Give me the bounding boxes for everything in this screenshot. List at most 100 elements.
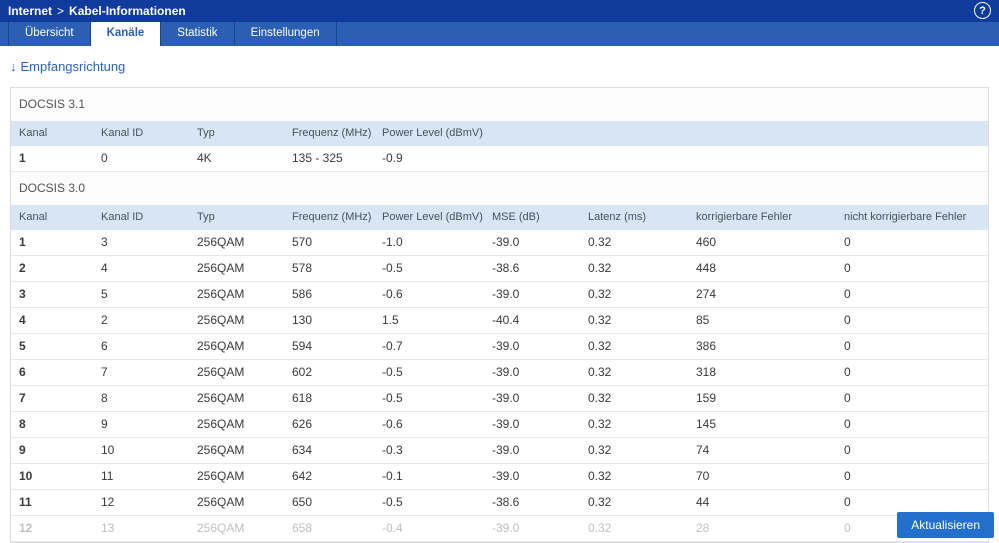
table-cell: 0 xyxy=(836,437,988,464)
table-cell: -39.0 xyxy=(484,437,580,464)
docsis30-table: Kanal Kanal ID Typ Frequenz (MHz) Power … xyxy=(11,205,988,542)
table-cell: 0.32 xyxy=(580,489,688,516)
table-cell: 6 xyxy=(11,359,93,386)
table-cell: 5 xyxy=(93,281,189,308)
table-cell: 256QAM xyxy=(189,230,284,256)
table-cell: 0 xyxy=(836,230,988,256)
breadcrumb-separator-icon: > xyxy=(57,4,65,18)
table-row: 1 3 256QAM 570 -1.0 -39.0 0.32 460 0 xyxy=(11,230,988,256)
refresh-button[interactable]: Aktualisieren xyxy=(897,512,994,538)
docsis31-table: Kanal Kanal ID Typ Frequenz (MHz) Power … xyxy=(11,121,988,172)
table-cell: 145 xyxy=(688,411,836,438)
table-row: 3 5 256QAM 586 -0.6 -39.0 0.32 274 0 xyxy=(11,281,988,308)
column-header: Kanal ID xyxy=(93,205,189,230)
table-cell: 0 xyxy=(836,463,988,490)
table-cell: -0.3 xyxy=(374,437,484,464)
table-cell: 0.32 xyxy=(580,437,688,464)
table-cell: 658 xyxy=(284,515,374,542)
table-cell: 256QAM xyxy=(189,333,284,360)
table-row: 5 6 256QAM 594 -0.7 -39.0 0.32 386 0 xyxy=(11,333,988,360)
table-cell: 0 xyxy=(836,255,988,282)
table-cell: 0.32 xyxy=(580,255,688,282)
tab-uebersicht[interactable]: Übersicht xyxy=(8,22,91,46)
table-cell: -0.5 xyxy=(374,385,484,412)
breadcrumb-section[interactable]: Internet xyxy=(8,4,53,18)
direction-heading[interactable]: ↓ Empfangsrichtung xyxy=(10,59,989,74)
table-cell: 135 - 325 xyxy=(284,146,374,172)
table-cell: 159 xyxy=(688,385,836,412)
down-arrow-icon: ↓ xyxy=(10,59,17,74)
help-icon[interactable]: ? xyxy=(974,2,991,19)
table-cell: 12 xyxy=(93,489,189,516)
column-header: Kanal ID xyxy=(93,121,189,146)
tab-kanaele[interactable]: Kanäle xyxy=(90,22,162,46)
table-cell: 460 xyxy=(688,230,836,256)
column-header: Frequenz (MHz) xyxy=(284,121,374,146)
table-cell: 0 xyxy=(836,359,988,386)
table-cell: 256QAM xyxy=(189,359,284,386)
table-cell: 0 xyxy=(836,411,988,438)
table-cell: 1.5 xyxy=(374,307,484,334)
column-header: MSE (dB) xyxy=(484,205,580,230)
table-cell: 8 xyxy=(11,411,93,438)
table-row: 6 7 256QAM 602 -0.5 -39.0 0.32 318 0 xyxy=(11,359,988,386)
table-cell: 3 xyxy=(93,230,189,256)
table-cell: -0.1 xyxy=(374,463,484,490)
table-header-row: Kanal Kanal ID Typ Frequenz (MHz) Power … xyxy=(11,121,988,146)
table-cell: -1.0 xyxy=(374,230,484,256)
table-cell: 12 xyxy=(11,515,93,542)
table-cell: 1 xyxy=(11,230,93,256)
table-cell: -0.5 xyxy=(374,489,484,516)
table-cell: -38.6 xyxy=(484,489,580,516)
direction-title: Empfangsrichtung xyxy=(20,59,126,74)
table-cell: 0.32 xyxy=(580,463,688,490)
table-row: 4 2 256QAM 130 1.5 -40.4 0.32 85 0 xyxy=(11,307,988,334)
table-cell: -39.0 xyxy=(484,411,580,438)
tab-einstellungen[interactable]: Einstellungen xyxy=(235,22,337,46)
table-cell: -0.7 xyxy=(374,333,484,360)
column-header: Kanal xyxy=(11,121,93,146)
table-cell: 256QAM xyxy=(189,489,284,516)
table-cell: 10 xyxy=(93,437,189,464)
table-cell: 0 xyxy=(836,281,988,308)
table-cell: 256QAM xyxy=(189,515,284,542)
table-cell: 256QAM xyxy=(189,281,284,308)
table-cell: -0.9 xyxy=(374,146,988,172)
table-cell: 0 xyxy=(93,146,189,172)
table-cell: 70 xyxy=(688,463,836,490)
table-cell: 0.32 xyxy=(580,385,688,412)
table-cell: -39.0 xyxy=(484,333,580,360)
table-cell: -0.6 xyxy=(374,281,484,308)
table-cell: 618 xyxy=(284,385,374,412)
table-cell: 256QAM xyxy=(189,437,284,464)
table-row: 8 9 256QAM 626 -0.6 -39.0 0.32 145 0 xyxy=(11,411,988,438)
table-cell: -39.0 xyxy=(484,359,580,386)
table-row: 12 13 256QAM 658 -0.4 -39.0 0.32 28 0 xyxy=(11,515,988,542)
table-cell: 0 xyxy=(836,333,988,360)
table-cell: 0.32 xyxy=(580,411,688,438)
table-row: 10 11 256QAM 642 -0.1 -39.0 0.32 70 0 xyxy=(11,463,988,490)
table-cell: 7 xyxy=(11,385,93,412)
table-cell: 7 xyxy=(93,359,189,386)
column-header: Typ xyxy=(189,205,284,230)
table-cell: 448 xyxy=(688,255,836,282)
table-cell: 594 xyxy=(284,333,374,360)
topbar: Internet > Kabel-Informationen ? xyxy=(0,0,999,22)
channels-panel: DOCSIS 3.1 Kanal Kanal ID Typ Frequenz (… xyxy=(10,87,989,543)
table-row: 11 12 256QAM 650 -0.5 -38.6 0.32 44 0 xyxy=(11,489,988,516)
tab-statistik[interactable]: Statistik xyxy=(161,22,235,46)
table-cell: 256QAM xyxy=(189,385,284,412)
tab-bar: Übersicht Kanäle Statistik Einstellungen xyxy=(0,22,999,46)
table-cell: -39.0 xyxy=(484,463,580,490)
table-cell: 256QAM xyxy=(189,307,284,334)
table-cell: 274 xyxy=(688,281,836,308)
table-cell: 256QAM xyxy=(189,255,284,282)
column-header: korrigierbare Fehler xyxy=(688,205,836,230)
table-cell: 256QAM xyxy=(189,411,284,438)
table-cell: 642 xyxy=(284,463,374,490)
table-row: 9 10 256QAM 634 -0.3 -39.0 0.32 74 0 xyxy=(11,437,988,464)
table-cell: 0 xyxy=(836,489,988,516)
table-cell: -38.6 xyxy=(484,255,580,282)
table-cell: -0.4 xyxy=(374,515,484,542)
table-cell: 10 xyxy=(11,463,93,490)
